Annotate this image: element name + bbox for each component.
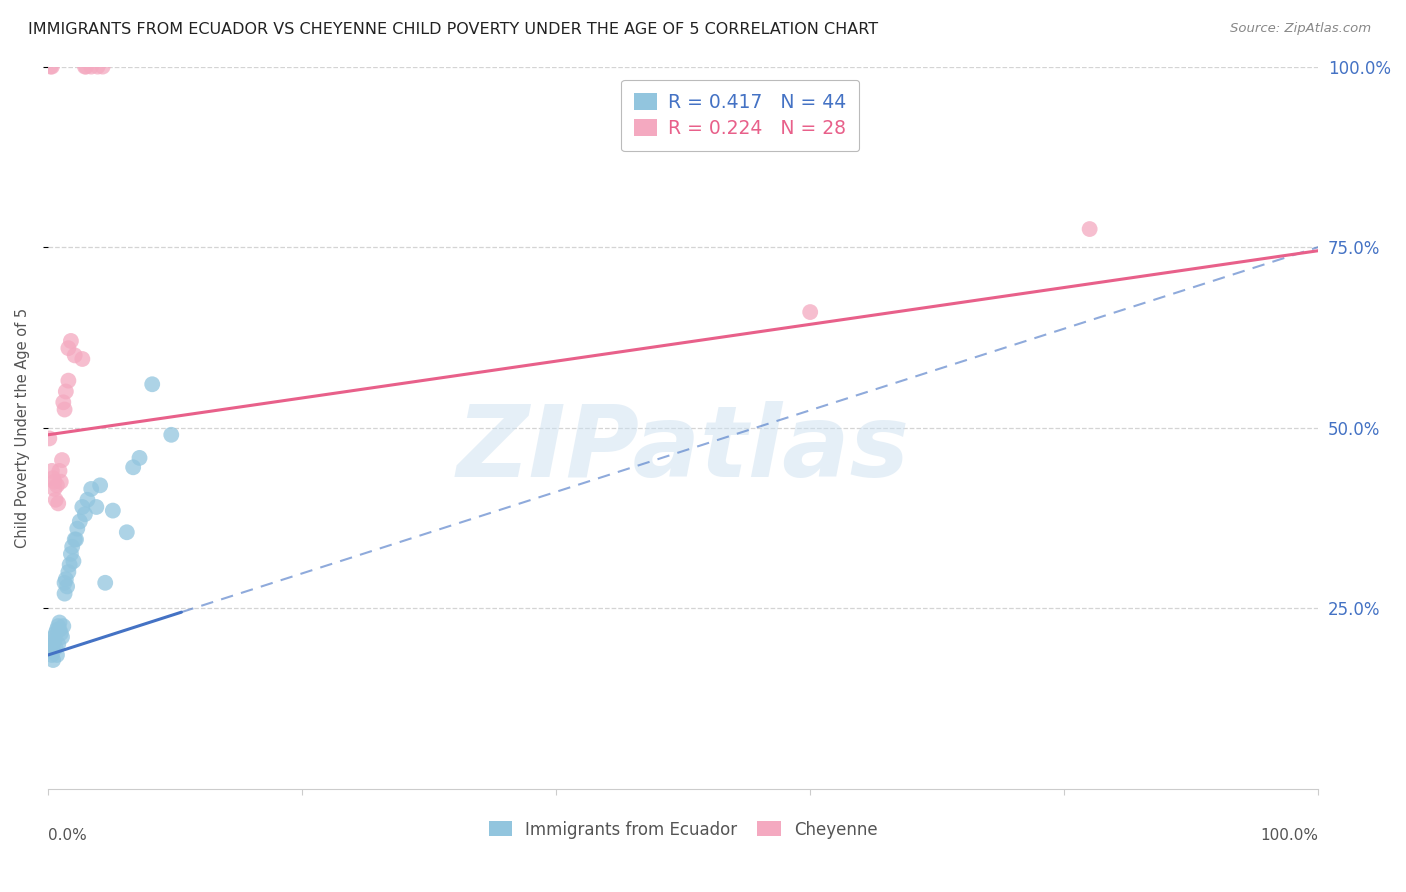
Point: [55, 572, 77, 586]
Point: [46, 623, 69, 637]
Point: [48, 464, 70, 478]
Point: [44, 475, 66, 489]
Point: [76, 492, 98, 507]
Point: [59, 334, 82, 348]
Point: [42, 653, 65, 667]
Point: [59, 547, 82, 561]
Text: IMMIGRANTS FROM ECUADOR VS CHEYENNE CHILD POVERTY UNDER THE AGE OF 5 CORRELATION: IMMIGRANTS FROM ECUADOR VS CHEYENNE CHIL…: [28, 22, 879, 37]
Point: [51, 630, 73, 644]
Point: [45, 626, 67, 640]
Point: [44, 482, 66, 496]
Point: [48, 615, 70, 630]
Point: [49, 475, 72, 489]
Point: [46, 478, 69, 492]
Point: [73, 507, 96, 521]
Point: [59, 558, 82, 572]
Text: 0.0%: 0.0%: [48, 829, 87, 843]
Point: [73, 60, 96, 74]
Point: [58, 565, 80, 579]
Point: [91, 60, 114, 74]
Point: [44, 633, 66, 648]
Point: [80, 60, 103, 74]
Point: [44, 630, 66, 644]
Point: [49, 626, 72, 640]
Point: [52, 619, 75, 633]
Point: [86, 60, 108, 74]
Point: [45, 640, 67, 655]
Point: [41, 60, 63, 74]
Point: [51, 453, 73, 467]
Point: [80, 482, 103, 496]
Point: [53, 586, 76, 600]
Point: [128, 450, 150, 465]
Point: [72, 351, 94, 366]
Point: [46, 496, 69, 510]
Point: [122, 460, 145, 475]
Point: [53, 575, 76, 590]
Point: [58, 374, 80, 388]
Point: [75, 60, 97, 74]
Text: 100.0%: 100.0%: [1260, 829, 1319, 843]
Point: [48, 623, 70, 637]
Point: [41, 648, 63, 662]
Point: [58, 341, 80, 355]
Point: [56, 579, 79, 593]
Point: [1078, 222, 1101, 236]
Point: [94, 575, 117, 590]
Point: [39, 60, 62, 74]
Legend: R = 0.417   N = 44, R = 0.224   N = 28: R = 0.417 N = 44, R = 0.224 N = 28: [621, 79, 859, 152]
Point: [63, 533, 86, 547]
Point: [141, 377, 163, 392]
Point: [65, 533, 87, 547]
Y-axis label: Child Poverty Under the Age of 5: Child Poverty Under the Age of 5: [15, 308, 30, 548]
Point: [52, 395, 75, 409]
Point: [63, 348, 86, 362]
Text: ZIPatlas: ZIPatlas: [457, 401, 910, 498]
Point: [46, 648, 69, 662]
Point: [799, 305, 821, 319]
Point: [41, 644, 63, 658]
Point: [38, 431, 60, 445]
Point: [101, 503, 124, 517]
Point: [42, 471, 65, 485]
Point: [46, 619, 69, 633]
Point: [86, 500, 108, 514]
Point: [41, 464, 63, 478]
Point: [39, 640, 62, 655]
Text: Source: ZipAtlas.com: Source: ZipAtlas.com: [1230, 22, 1371, 36]
Point: [53, 402, 76, 417]
Point: [55, 384, 77, 399]
Point: [45, 492, 67, 507]
Point: [42, 637, 65, 651]
Point: [115, 525, 138, 540]
Point: [89, 478, 111, 492]
Point: [46, 637, 69, 651]
Point: [69, 515, 91, 529]
Point: [160, 427, 183, 442]
Point: [72, 500, 94, 514]
Point: [60, 540, 83, 554]
Point: [66, 522, 89, 536]
Point: [62, 554, 84, 568]
